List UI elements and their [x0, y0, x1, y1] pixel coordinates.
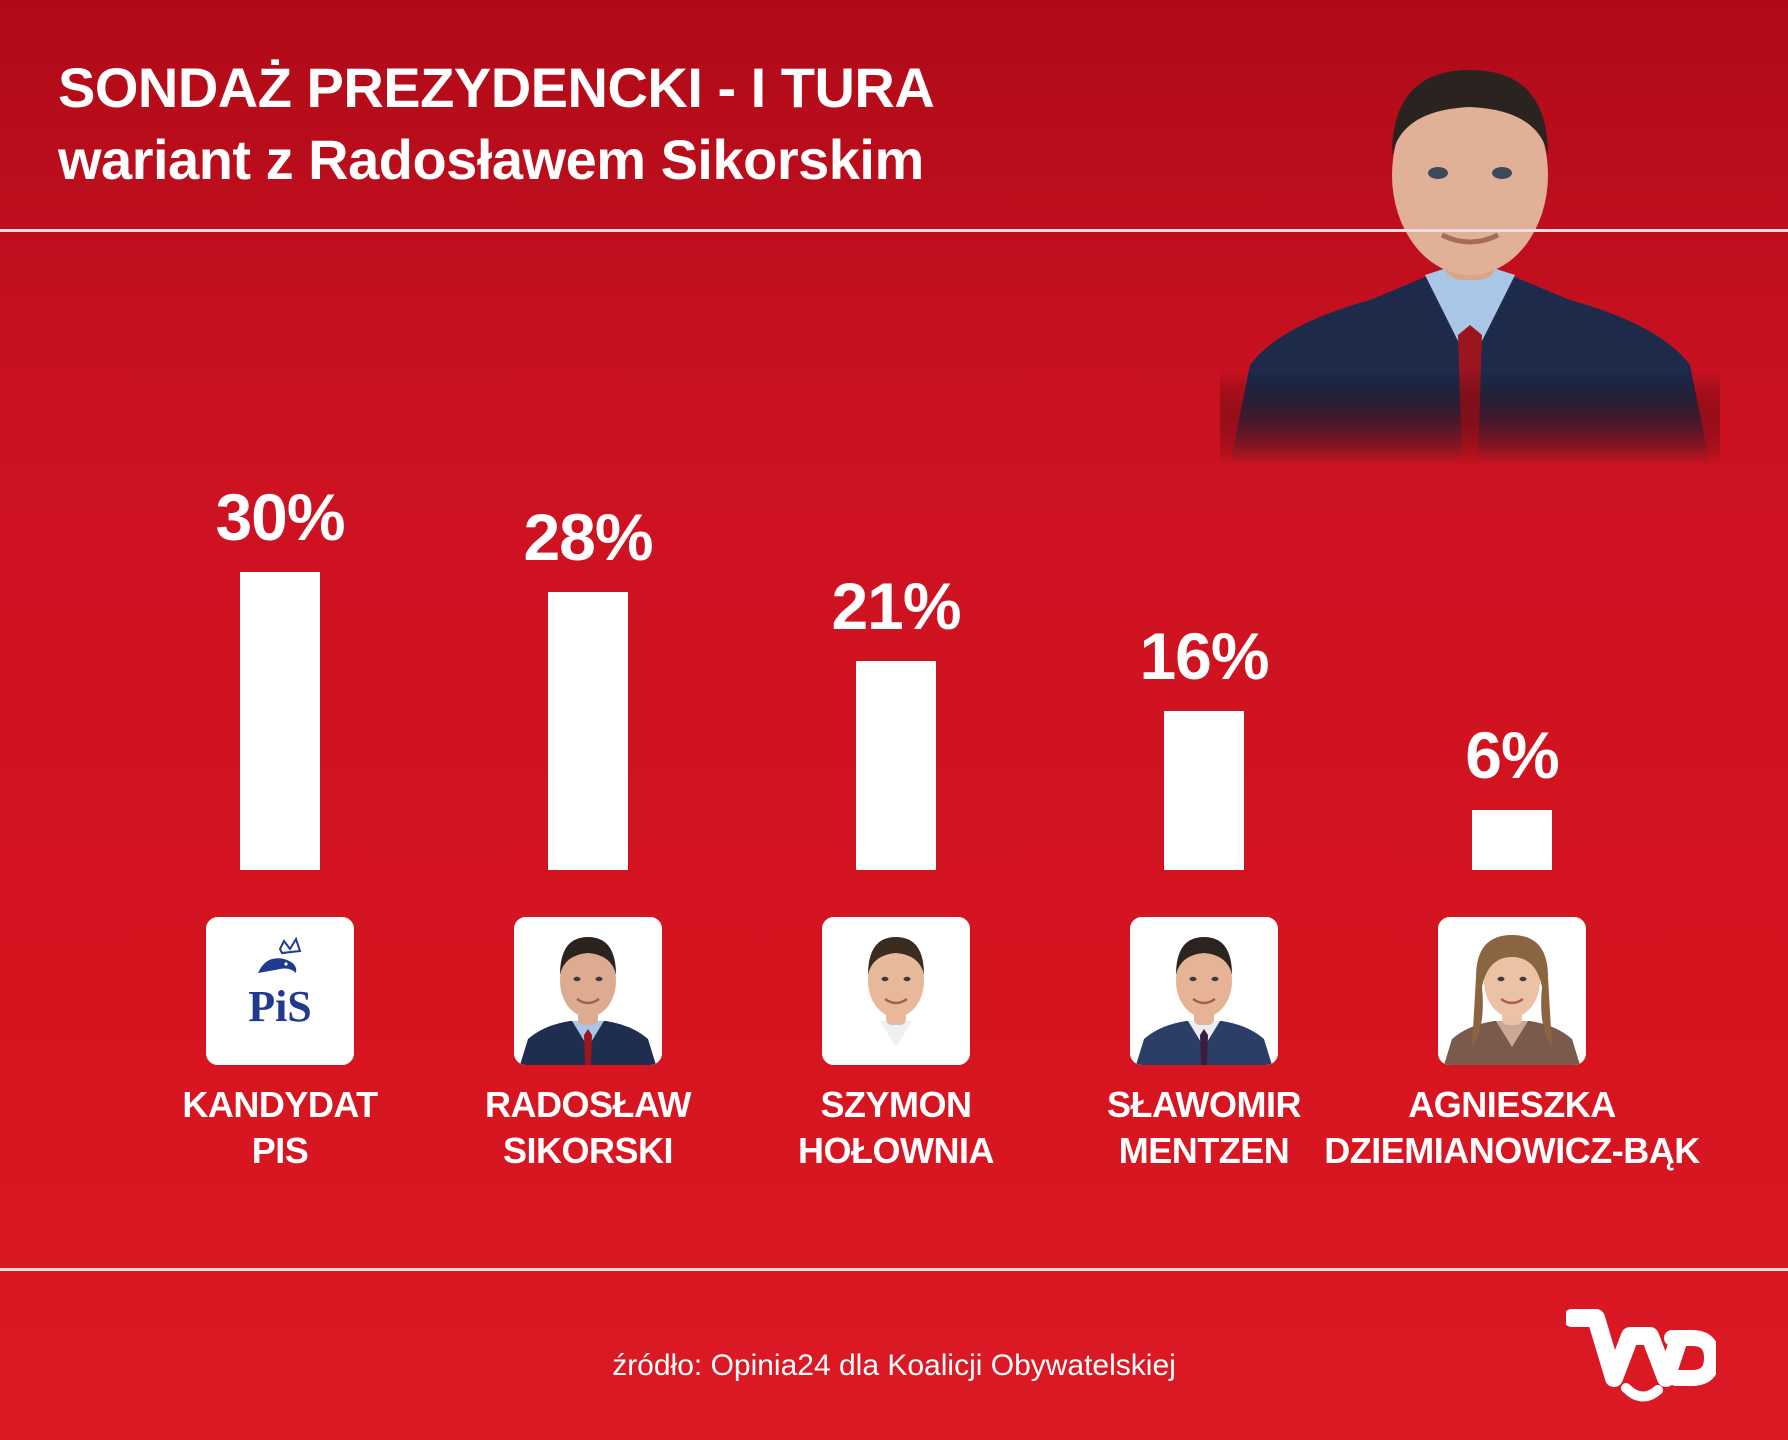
pis-logo-icon: PiS	[206, 917, 354, 1065]
category-label-line1: SŁAWOMIR	[1107, 1084, 1301, 1125]
category-label: AGNIESZKA DZIEMIANOWICZ-BĄK	[1322, 1082, 1702, 1174]
bar	[1472, 810, 1552, 870]
bar-value-label: 30%	[215, 480, 345, 554]
category-label-line1: RADOSŁAW	[485, 1084, 692, 1125]
title-line-1: SONDAŻ PREZYDENCKI - I TURA	[58, 56, 935, 119]
hero-portrait-image	[1220, 35, 1720, 465]
source-note: źródło: Opinia24 dla Koalicji Obywatelsk…	[612, 1349, 1176, 1382]
portrait-sikorski	[514, 917, 662, 1065]
category-label-line1: AGNIESZKA	[1408, 1084, 1616, 1125]
category-label-line2: MENTZEN	[1118, 1130, 1290, 1171]
portrait-dziemianowicz-bak	[1438, 917, 1586, 1065]
category-label-line2: DZIEMIANOWICZ-BĄK	[1324, 1130, 1700, 1171]
category-label-line2: PIS	[251, 1130, 309, 1171]
header-divider	[0, 229, 1788, 232]
footer-divider	[0, 1268, 1788, 1271]
bar	[240, 572, 320, 870]
bar-value-label: 6%	[1465, 718, 1559, 792]
category-label: KANDYDAT PIS	[90, 1082, 470, 1174]
svg-text:PiS: PiS	[248, 982, 312, 1031]
category-label-line1: SZYMON	[820, 1084, 972, 1125]
bar	[856, 661, 936, 870]
category-label: SŁAWOMIR MENTZEN	[1014, 1082, 1394, 1174]
category-label-line2: SIKORSKI	[502, 1130, 674, 1171]
bar-value-label: 28%	[523, 500, 653, 574]
bar	[1164, 711, 1244, 870]
bar-value-label: 21%	[831, 569, 961, 643]
portrait-mentzen	[1130, 917, 1278, 1065]
category-label: RADOSŁAW SIKORSKI	[398, 1082, 778, 1174]
category-label-line2: HOŁOWNIA	[798, 1130, 994, 1171]
chart-title: SONDAŻ PREZYDENCKI - I TURA wariant z Ra…	[58, 52, 935, 196]
category-label-line1: KANDYDAT	[182, 1084, 378, 1125]
title-line-2: wariant z Radosławem Sikorskim	[58, 128, 924, 191]
bar	[548, 592, 628, 870]
category-label: SZYMON HOŁOWNIA	[706, 1082, 1086, 1174]
portrait-holownia	[822, 917, 970, 1065]
wp-logo-icon	[1566, 1309, 1716, 1402]
bar-value-label: 16%	[1139, 619, 1269, 693]
